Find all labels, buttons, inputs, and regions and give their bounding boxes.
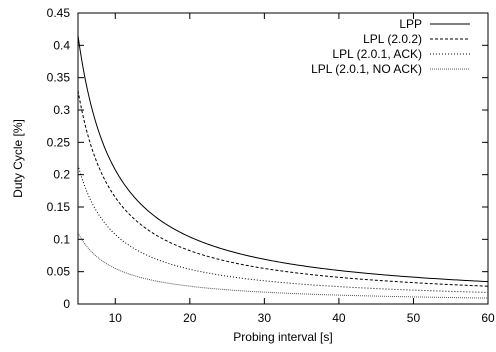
series-line-1 — [77, 35, 489, 283]
x-tick-label: 40 — [332, 311, 346, 325]
x-tick-label: 20 — [183, 311, 197, 325]
y-axis-label: Duty Cycle [%] — [11, 119, 25, 198]
legend-label: LPL (2.0.1, NO ACK) — [311, 62, 422, 76]
y-tick-label: 0.15 — [47, 200, 71, 214]
x-tick-label: 10 — [109, 311, 123, 325]
legend-label: LPL (2.0.2) — [363, 32, 422, 46]
legend-label: LPL (2.0.1, ACK) — [332, 47, 422, 61]
x-tick-label: 30 — [258, 311, 272, 325]
y-tick-label: 0 — [63, 297, 70, 311]
y-tick-label: 0.1 — [53, 232, 70, 246]
y-tick-label: 0.3 — [53, 103, 70, 117]
y-tick-label: 0.35 — [47, 71, 71, 85]
tick-labels: 0 0.05 0.1 0.15 0.2 0.25 0.3 0.35 0.4 0.45 10 20 30 4… — [47, 6, 495, 325]
axis-ticks — [78, 12, 489, 305]
y-tick-label: 0.45 — [47, 6, 71, 20]
y-tick-label: 0.05 — [47, 265, 71, 279]
series-line-3 — [77, 164, 489, 293]
x-axis-label: Probing interval [s] — [233, 330, 332, 344]
y-tick-label: 0.25 — [47, 135, 71, 149]
y-tick-label: 0.2 — [53, 168, 70, 182]
plot-frame — [77, 12, 489, 305]
x-tick-label: 50 — [407, 311, 421, 325]
series-lines — [77, 35, 489, 299]
legend-label: LPP — [399, 17, 422, 31]
x-tick-label: 60 — [481, 311, 495, 325]
series-line-2 — [77, 90, 489, 287]
series-line-4 — [77, 232, 489, 299]
y-tick-label: 0.4 — [53, 38, 70, 52]
